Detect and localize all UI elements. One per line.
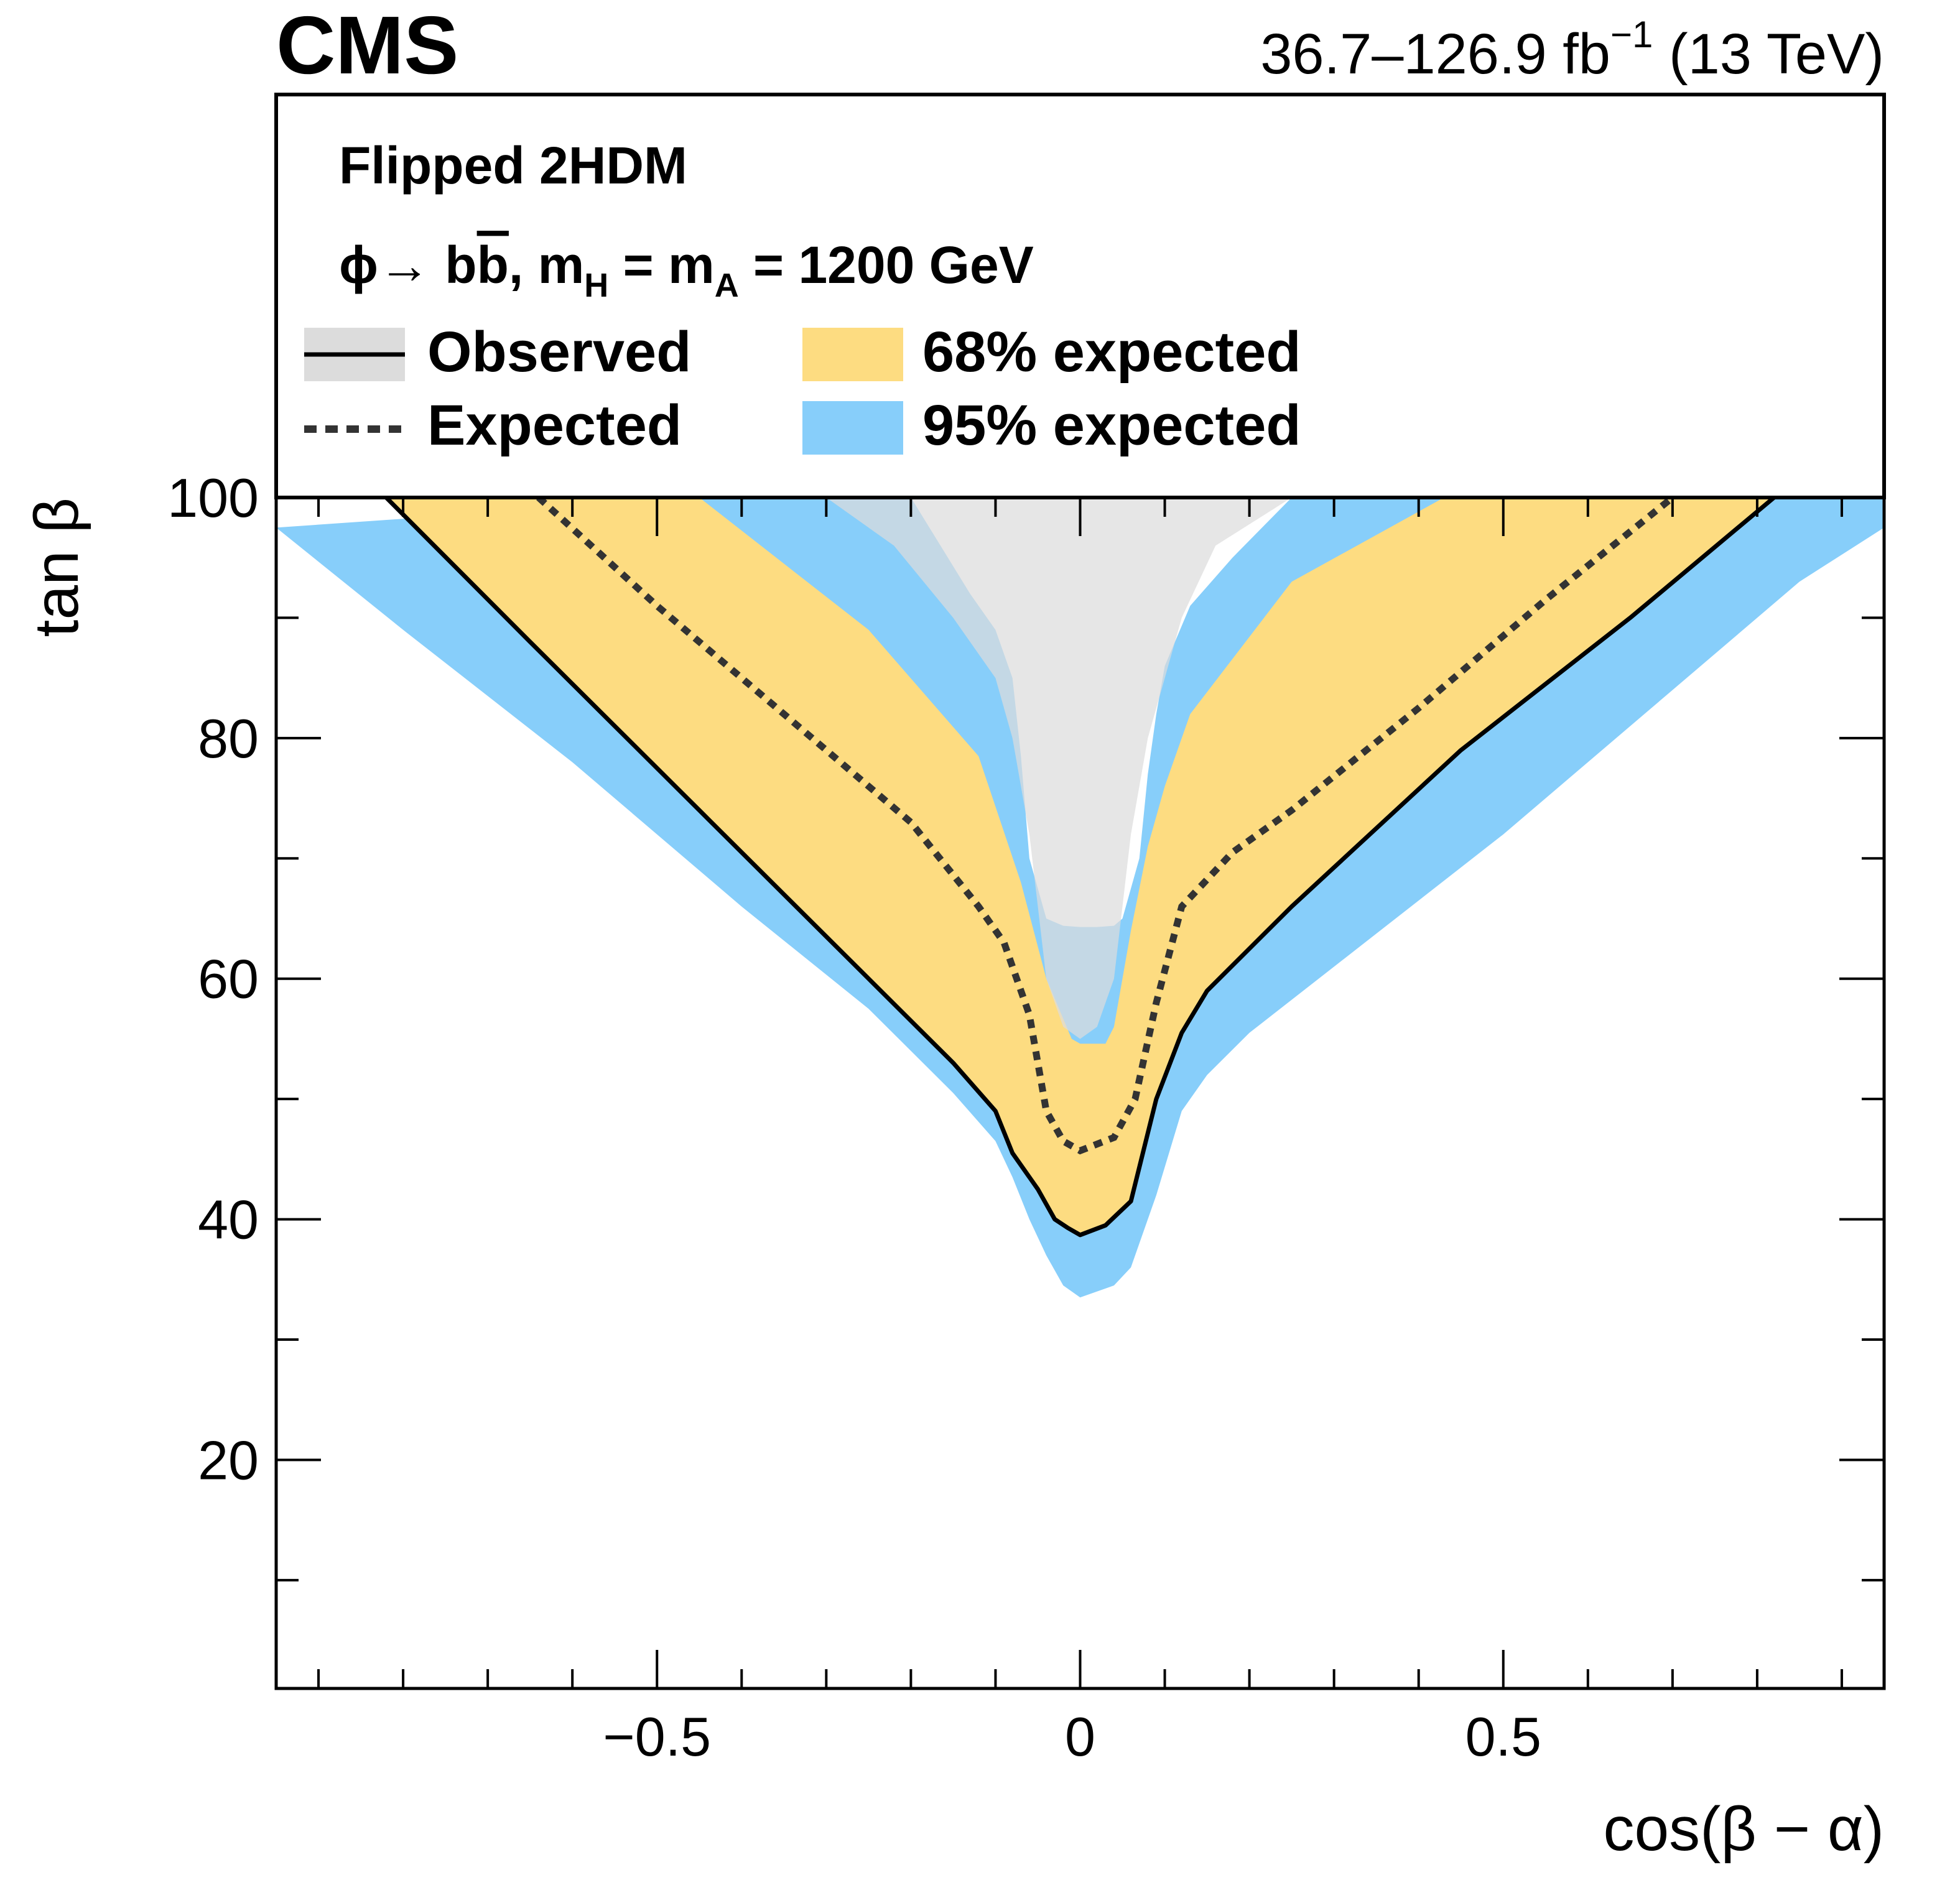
x-axis-title: cos(β − α) [1603,1794,1884,1864]
y-tick-label: 100 [167,467,259,529]
ticks [276,496,1884,1688]
process-suffix: = 1200 GeV [739,236,1034,294]
energy-label: (13 TeV) [1653,22,1884,86]
legend-expected-label: Expected [427,394,682,457]
expected-limit-line [536,498,1675,1155]
process-mid1: , m [509,236,584,294]
x-tick-label: 0.5 [1465,1706,1541,1767]
plot-area [276,498,1884,1298]
legend-process-label: ϕ→ bb, mH = mA = 1200 GeV [339,236,1034,304]
observed-limit-line [384,498,1776,1238]
legend-68-label: 68% expected [922,320,1301,384]
legend-68-swatch [802,328,903,381]
y-axis-title: tan β [22,498,91,637]
observed-excluded-area [826,498,1292,1039]
legend: Flipped 2HDM ϕ→ bb, mH = mA = 1200 GeV O… [274,93,1886,499]
process-prefix: ϕ→ b [339,236,477,294]
band-68-area [386,498,1775,1235]
luminosity-exponent: −1 [1610,14,1653,55]
experiment-label: CMS [276,0,458,91]
legend-frame [274,93,1886,499]
sub-a: A [715,267,739,304]
y-tick-label: 40 [198,1189,259,1251]
legend-95-swatch [802,401,903,455]
luminosity-value: 36.7–126.9 fb [1260,22,1610,86]
y-tick-label: 80 [198,708,259,769]
legend-95-label: 95% expected [922,394,1301,457]
legend-model-title: Flipped 2HDM [339,136,687,195]
luminosity-label: 36.7–126.9 fb−1 (13 TeV) [1260,14,1884,86]
x-tick-label: −0.5 [603,1706,711,1767]
x-tick-label: 0 [1065,1706,1095,1767]
y-tick-label: 20 [198,1429,259,1491]
tick-labels: −0.5 0 0.5 20 40 60 80 100 [167,467,1541,1767]
y-tick-label: 60 [198,948,259,1010]
legend-observed-label: Observed [427,320,691,384]
process-mid2: = m [608,236,714,294]
sub-h: H [584,267,608,304]
process-bbar: b [477,236,509,294]
